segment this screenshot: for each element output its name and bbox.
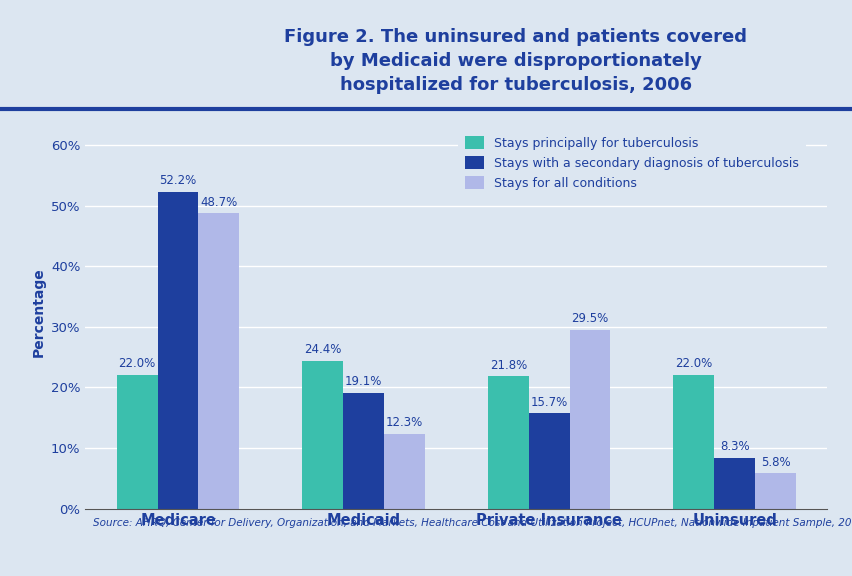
Bar — [528, 414, 569, 509]
Text: 29.5%: 29.5% — [571, 312, 607, 325]
Bar — [199, 214, 239, 509]
Bar — [383, 434, 424, 509]
Text: 24.4%: 24.4% — [303, 343, 341, 356]
Text: 52.2%: 52.2% — [159, 175, 197, 187]
Text: 21.8%: 21.8% — [489, 359, 527, 372]
Bar — [343, 393, 383, 509]
Text: 15.7%: 15.7% — [530, 396, 567, 408]
Y-axis label: Percentage: Percentage — [32, 267, 45, 357]
Bar — [302, 361, 343, 509]
Text: 22.0%: 22.0% — [675, 358, 711, 370]
Bar — [569, 330, 610, 509]
Text: 8.3%: 8.3% — [719, 441, 749, 453]
Text: 12.3%: 12.3% — [385, 416, 423, 429]
Text: 22.0%: 22.0% — [118, 358, 156, 370]
Bar — [487, 377, 528, 509]
Bar — [672, 376, 713, 509]
Legend: Stays principally for tuberculosis, Stays with a secondary diagnosis of tubercul: Stays principally for tuberculosis, Stay… — [458, 129, 805, 197]
Bar — [158, 192, 199, 509]
Bar — [713, 458, 754, 509]
Bar — [117, 376, 158, 509]
Bar — [754, 473, 795, 509]
Text: Figure 2. The uninsured and patients covered
by Medicaid were disproportionately: Figure 2. The uninsured and patients cov… — [284, 28, 746, 94]
Text: Source: AHRQ, Center for Delivery, Organization, and Markets, Healthcare Cost an: Source: AHRQ, Center for Delivery, Organ… — [93, 518, 852, 528]
Text: 19.1%: 19.1% — [344, 375, 382, 388]
Text: 5.8%: 5.8% — [760, 456, 789, 469]
Text: 48.7%: 48.7% — [200, 196, 237, 209]
